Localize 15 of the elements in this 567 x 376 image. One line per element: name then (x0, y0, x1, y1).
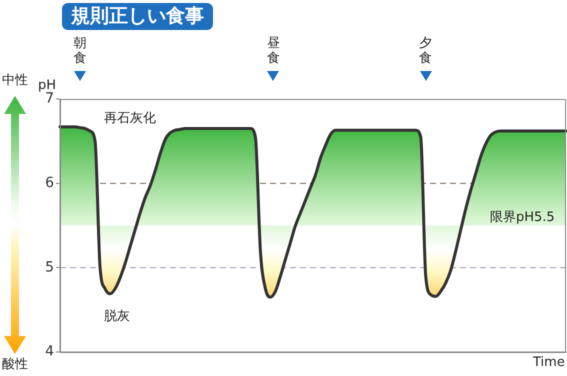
annotation: 脱灰 (104, 309, 130, 325)
text: 朝食 (73, 36, 88, 67)
y-axis-title: pH (38, 78, 56, 93)
x-axis-title: Time (533, 355, 565, 371)
annotation: 限界pH5.5 (490, 210, 555, 226)
y-tick-label: 6 (45, 174, 54, 191)
annotation: 再石灰化 (104, 111, 156, 127)
text: 夕食 (418, 36, 433, 67)
y-tick-label: 7 (45, 90, 54, 107)
y-tick-label: 5 (45, 259, 54, 276)
text: 昼食 (266, 36, 280, 67)
chart-title: 規則正しい食事 (62, 3, 213, 30)
y-tick-label: 4 (45, 344, 54, 360)
text: 酸性 (2, 357, 28, 373)
text: 中性 (2, 73, 28, 89)
